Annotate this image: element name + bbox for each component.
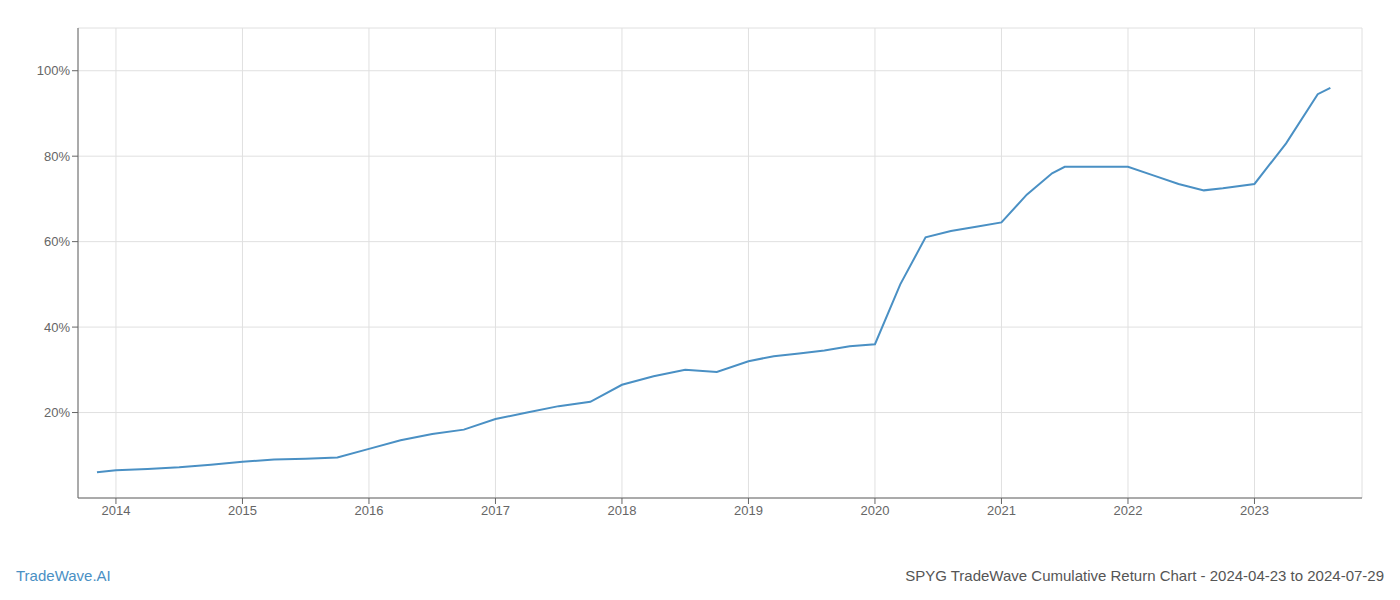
svg-text:2023: 2023 bbox=[1240, 503, 1269, 518]
svg-text:100%: 100% bbox=[37, 63, 71, 78]
svg-text:2019: 2019 bbox=[734, 503, 763, 518]
svg-text:40%: 40% bbox=[44, 320, 70, 335]
svg-text:60%: 60% bbox=[44, 234, 70, 249]
svg-text:2018: 2018 bbox=[607, 503, 636, 518]
svg-text:2022: 2022 bbox=[1114, 503, 1143, 518]
svg-text:2020: 2020 bbox=[861, 503, 890, 518]
svg-text:2021: 2021 bbox=[987, 503, 1016, 518]
svg-text:2014: 2014 bbox=[101, 503, 130, 518]
svg-text:80%: 80% bbox=[44, 149, 70, 164]
svg-text:2016: 2016 bbox=[354, 503, 383, 518]
html-text:TradeWave.AI: TradeWave.AI bbox=[16, 567, 111, 584]
html-text:SPYG TradeWave Cumulative Retu: SPYG TradeWave Cumulative Return Chart -… bbox=[905, 567, 1384, 584]
svg-text:20%: 20% bbox=[44, 405, 70, 420]
svg-text:2015: 2015 bbox=[228, 503, 257, 518]
svg-text:2017: 2017 bbox=[481, 503, 510, 518]
